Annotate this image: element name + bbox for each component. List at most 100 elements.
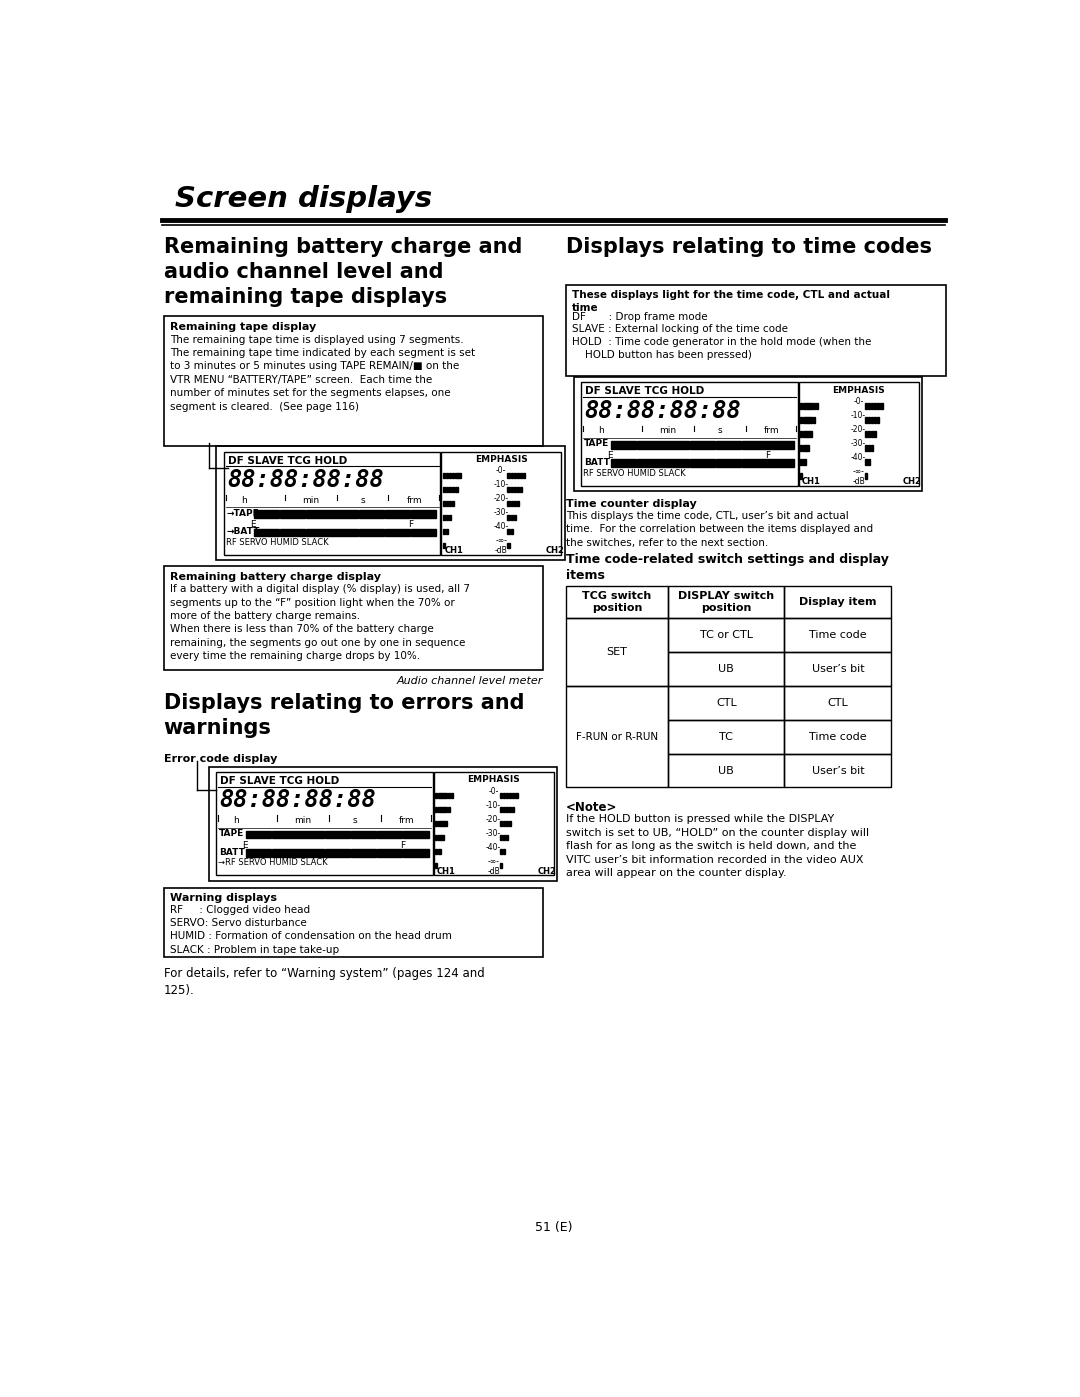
Bar [503,807,505,812]
Text: -∞-: -∞- [496,536,508,545]
Bar [509,793,511,798]
Text: -dB: -dB [495,546,508,556]
Bar [450,793,453,798]
Text: SET: SET [607,647,627,657]
Text: Displays relating to time codes: Displays relating to time codes [566,237,932,257]
Bar [508,500,510,506]
Text: -20-: -20- [486,814,501,824]
Bar [809,418,812,423]
Bar [456,486,458,492]
Text: -10-: -10- [494,481,509,489]
Bar [505,835,509,840]
Bar [809,404,812,409]
Bar [511,528,513,534]
Bar [384,510,410,518]
Bar [503,793,505,798]
Bar [503,849,505,854]
Bar [216,773,433,876]
Bar [442,835,444,840]
Text: -30-: -30- [851,439,866,448]
Bar [874,418,876,423]
Bar [443,528,445,534]
Bar [800,446,802,451]
Bar [438,849,441,854]
Text: Time code: Time code [809,630,867,640]
Bar [511,472,513,478]
Bar [443,542,445,548]
Bar [611,441,636,448]
Text: If the HOLD button is pressed while the DISPLAY
switch is set to UB, “HOLD” on t: If the HOLD button is pressed while the … [566,814,869,877]
Bar [446,500,448,506]
Bar [874,432,876,437]
Text: Remaining battery charge display: Remaining battery charge display [170,571,381,583]
Bar [868,418,870,423]
Text: TC: TC [719,732,733,742]
Bar [870,432,874,437]
Text: →TAPE: →TAPE [227,509,259,518]
Bar [446,486,448,492]
Text: min: min [295,816,311,826]
Bar [512,807,514,812]
Bar [438,835,441,840]
Bar [449,514,451,520]
Bar [877,404,879,409]
Bar [870,418,874,423]
Bar [447,793,450,798]
Bar [566,285,946,376]
Text: -∞-: -∞- [487,856,499,866]
Bar [508,542,510,548]
Bar [784,652,891,686]
Bar [500,835,502,840]
Bar [815,404,818,409]
Text: F: F [766,451,770,460]
Text: CH2: CH2 [545,546,565,556]
Text: -20-: -20- [851,425,866,434]
Text: EMPHASIS: EMPHASIS [475,455,528,464]
Bar [800,474,802,479]
Bar [784,686,891,719]
Bar [333,510,357,518]
Bar [509,821,511,826]
Bar [663,460,689,467]
Bar [868,446,870,451]
Bar [812,418,815,423]
Text: This displays the time code, CTL, user’s bit and actual
time.  For the correlati: This displays the time code, CTL, user’s… [566,511,873,548]
Text: The remaining tape time is displayed using 7 segments.
The remaining tape time i: The remaining tape time is displayed usi… [170,335,475,412]
Text: Error code display: Error code display [164,754,278,764]
Text: UB: UB [718,664,734,673]
Bar [444,793,447,798]
Bar [566,686,669,788]
Bar [447,807,450,812]
Bar [514,486,516,492]
Text: -30-: -30- [494,509,509,517]
Bar [669,719,784,753]
Text: Time code: Time code [809,732,867,742]
Bar [503,835,505,840]
Text: CH2: CH2 [903,478,922,486]
Bar [669,585,784,617]
Bar [804,418,806,423]
Bar [435,835,437,840]
Bar [515,793,517,798]
Bar [637,460,662,467]
Bar [458,472,461,478]
Bar [446,472,448,478]
Bar [298,849,324,856]
Bar [453,472,455,478]
Bar [298,831,324,838]
Text: DF SLAVE TCG HOLD: DF SLAVE TCG HOLD [220,775,339,787]
Bar [446,514,448,520]
Bar [798,383,918,486]
Bar [500,821,502,826]
Bar [443,500,445,506]
Bar [566,617,669,686]
Bar [453,500,455,506]
Bar [444,821,447,826]
Bar [865,446,867,451]
Bar [446,528,448,534]
Text: DISPLAY switch
position: DISPLAY switch position [678,591,774,613]
Bar [768,460,794,467]
Bar [411,510,436,518]
Text: -30-: -30- [486,828,501,838]
Text: 88:88:88:88: 88:88:88:88 [227,468,384,492]
